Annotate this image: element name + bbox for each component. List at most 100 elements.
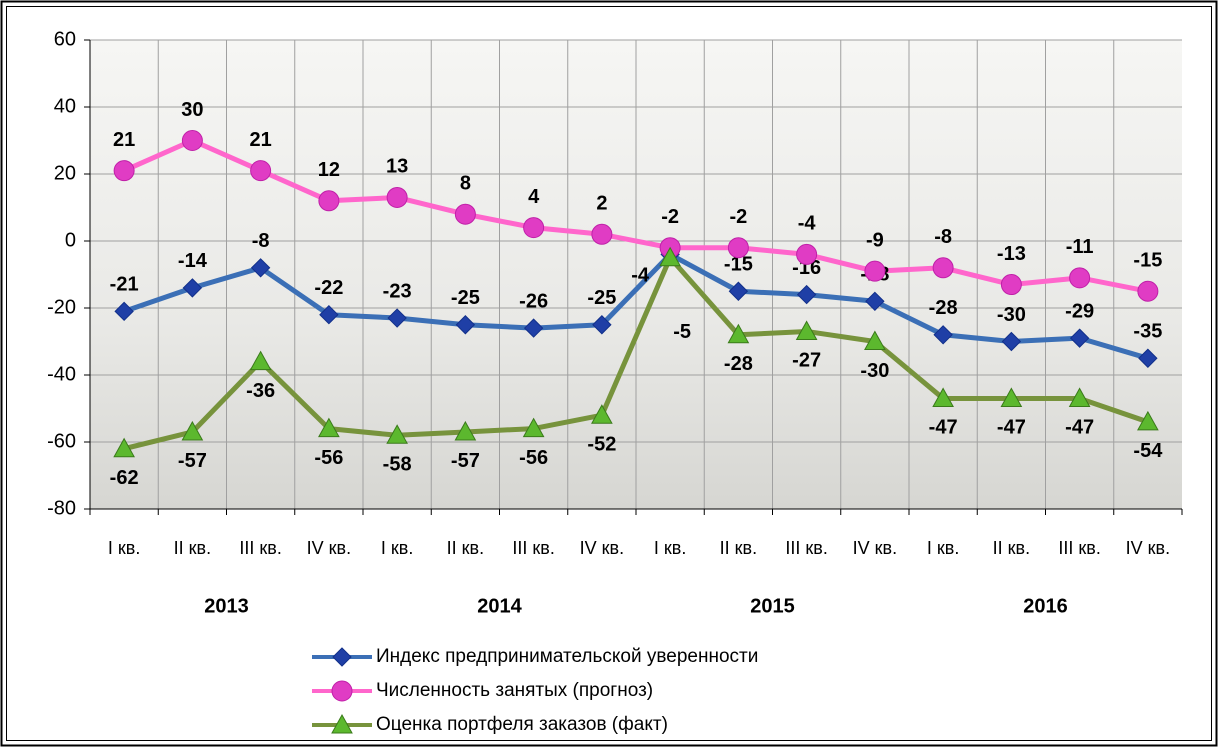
legend-marker xyxy=(332,647,352,667)
year-label: 2013 xyxy=(204,595,249,617)
data-label: 8 xyxy=(460,172,471,194)
x-tick-label: II кв. xyxy=(447,538,484,558)
y-tick-label: 20 xyxy=(54,162,76,184)
data-label: 4 xyxy=(528,186,540,208)
series-marker xyxy=(864,260,886,282)
series-line xyxy=(123,251,1149,361)
data-label: 21 xyxy=(113,129,135,151)
data-label: 13 xyxy=(386,156,408,178)
data-label: -62 xyxy=(110,467,139,489)
y-tick-label: -60 xyxy=(47,430,76,452)
data-label: -28 xyxy=(724,353,753,375)
series-marker xyxy=(318,417,340,438)
series-marker xyxy=(1000,387,1023,407)
data-label: -15 xyxy=(1133,250,1162,272)
data-label: -14 xyxy=(178,250,208,272)
data-label: -4 xyxy=(798,213,817,235)
data-label: -26 xyxy=(519,290,548,312)
data-label: -35 xyxy=(1133,321,1162,343)
series-marker xyxy=(796,243,818,265)
series-marker xyxy=(182,278,203,298)
series-marker xyxy=(318,190,340,212)
series-marker xyxy=(796,284,817,305)
series-line xyxy=(123,138,1149,294)
y-tick-label: -40 xyxy=(47,363,76,385)
data-label: -23 xyxy=(383,280,412,302)
y-tick-label: 60 xyxy=(54,28,76,50)
series-marker xyxy=(865,291,885,312)
series-marker xyxy=(113,437,135,458)
series-marker xyxy=(181,420,204,441)
data-label: -15 xyxy=(724,254,753,276)
x-tick-label: II кв. xyxy=(174,538,211,558)
series-marker xyxy=(795,320,818,340)
series-marker xyxy=(114,301,134,322)
series-marker xyxy=(319,304,339,325)
series-marker xyxy=(1068,387,1091,407)
data-label: -16 xyxy=(792,257,821,279)
x-tick-label: IV кв. xyxy=(307,538,351,558)
series-marker xyxy=(454,420,477,441)
series-marker xyxy=(386,424,408,444)
series-marker xyxy=(932,387,954,407)
x-tick-label: III кв. xyxy=(239,538,281,558)
series-marker xyxy=(387,308,407,328)
data-label: -29 xyxy=(1065,300,1094,322)
year-label: 2014 xyxy=(477,595,522,617)
series-marker xyxy=(1069,267,1091,289)
series-marker xyxy=(864,330,886,350)
data-label: -25 xyxy=(451,287,480,309)
series-marker xyxy=(250,160,272,182)
x-tick-label: III кв. xyxy=(1058,538,1100,558)
series-marker xyxy=(728,281,749,301)
data-label: -9 xyxy=(866,229,884,251)
series-marker xyxy=(181,130,203,151)
data-label: -22 xyxy=(314,277,343,299)
series-marker xyxy=(1000,274,1022,296)
x-tick-label: IV кв. xyxy=(580,538,624,558)
series-marker xyxy=(249,350,272,371)
data-label: -21 xyxy=(110,274,139,296)
series-marker xyxy=(727,237,749,259)
data-label: -8 xyxy=(934,226,952,248)
series-marker xyxy=(727,323,750,344)
x-tick-label: I кв. xyxy=(927,538,959,558)
series-marker xyxy=(522,417,545,438)
series-marker xyxy=(591,404,613,424)
x-tick-label: I кв. xyxy=(654,538,686,558)
x-tick-label: III кв. xyxy=(785,538,827,558)
data-label: -13 xyxy=(997,243,1026,265)
x-tick-label: II кв. xyxy=(993,538,1030,558)
series-marker xyxy=(659,246,681,267)
year-label: 2016 xyxy=(1023,595,1068,617)
series-marker xyxy=(250,258,271,278)
legend-marker xyxy=(331,713,353,734)
series-marker xyxy=(1069,328,1090,348)
x-tick-label: II кв. xyxy=(720,538,757,558)
y-tick-label: -20 xyxy=(47,296,76,318)
y-tick-label: 0 xyxy=(65,229,76,251)
data-label: -54 xyxy=(1133,440,1163,462)
data-label: -58 xyxy=(383,454,412,476)
series-marker xyxy=(523,318,544,338)
legend-label: Индекс предпринимательской уверенности xyxy=(376,646,758,667)
data-label: -28 xyxy=(929,297,958,319)
legend-label: Численность занятых (прогноз) xyxy=(376,680,653,701)
inner-border xyxy=(6,6,1212,741)
y-tick-label: -80 xyxy=(47,497,76,519)
data-label: -5 xyxy=(673,321,691,343)
data-label: -2 xyxy=(661,206,679,228)
data-label: -27 xyxy=(792,350,821,372)
data-label: -36 xyxy=(246,380,275,402)
series-marker xyxy=(455,315,476,335)
data-label: 2 xyxy=(596,193,607,215)
data-label: -56 xyxy=(519,447,548,469)
data-label: -47 xyxy=(929,417,958,439)
data-label: -47 xyxy=(997,417,1026,439)
data-label: -8 xyxy=(252,230,270,252)
legend-marker xyxy=(331,680,353,702)
series-marker xyxy=(386,186,408,208)
data-label: 12 xyxy=(318,159,340,181)
